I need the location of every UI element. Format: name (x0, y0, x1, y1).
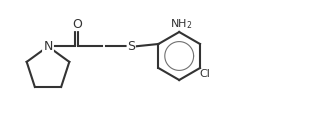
Text: O: O (72, 18, 82, 30)
Text: Cl: Cl (199, 69, 210, 79)
Text: NH$_2$: NH$_2$ (170, 17, 192, 31)
Text: S: S (127, 40, 135, 53)
Text: N: N (43, 40, 53, 53)
